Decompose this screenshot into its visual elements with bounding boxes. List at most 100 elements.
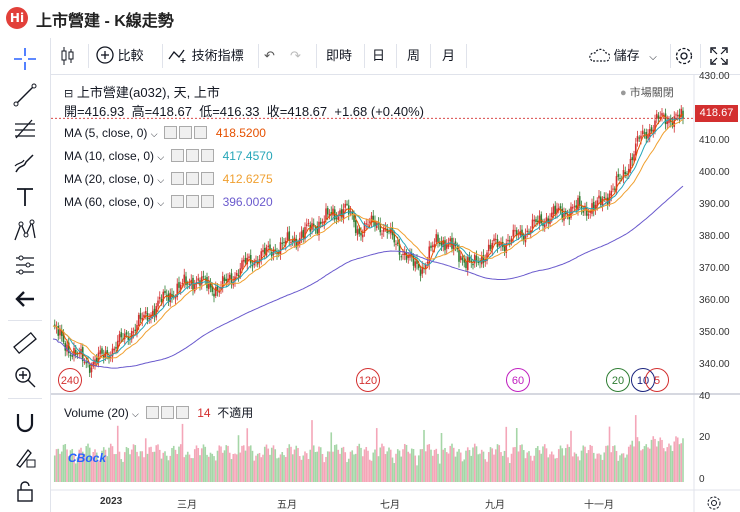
back-arrow-icon[interactable]: [12, 286, 38, 312]
toolbar-divider: [8, 398, 42, 399]
settings-button[interactable]: [674, 38, 696, 74]
candle-body: [148, 318, 151, 320]
chevron-down-icon[interactable]: ⌵: [157, 198, 165, 208]
price-chart[interactable]: [51, 75, 740, 512]
volume-bar: [519, 445, 522, 482]
pattern-icon[interactable]: [12, 218, 38, 244]
chevron-down-icon[interactable]: ⌵: [150, 129, 158, 139]
month-button[interactable]: 月: [442, 48, 456, 63]
candle-body: [319, 221, 322, 225]
candle-body: [510, 238, 513, 243]
ma-value: 412.6275: [222, 172, 273, 186]
fullscreen-button[interactable]: [710, 38, 732, 74]
zoom-in-icon[interactable]: [12, 364, 38, 390]
lock-icon[interactable]: [12, 478, 38, 504]
candle-body: [314, 227, 317, 229]
volume-bar: [150, 446, 152, 482]
week-button[interactable]: 周: [407, 48, 421, 63]
close-icon[interactable]: [194, 126, 208, 139]
gear-icon[interactable]: [185, 149, 199, 162]
candle-body: [295, 238, 298, 248]
eye-icon[interactable]: [170, 149, 184, 162]
candle-body: [113, 348, 116, 351]
close-icon[interactable]: [200, 195, 214, 208]
candle-body: [416, 259, 418, 264]
fullscreen-icon: [710, 47, 728, 65]
volume-bar: [335, 444, 338, 482]
redo-button[interactable]: ↷: [290, 38, 310, 74]
volume-bar: [87, 443, 89, 482]
axis-settings-icon[interactable]: [706, 495, 722, 511]
chevron-down-icon[interactable]: ⌵: [132, 409, 139, 419]
volume-bar: [174, 449, 177, 482]
volume-bar: [682, 438, 684, 482]
compare-button[interactable]: 比較: [96, 38, 158, 74]
candle-body: [337, 216, 340, 221]
candle-type-button[interactable]: [60, 38, 84, 74]
close-icon[interactable]: [200, 149, 214, 162]
volume-bar: [195, 445, 198, 482]
volume-bar: [652, 436, 655, 482]
volume-bar: [270, 447, 273, 482]
ruler-icon[interactable]: [12, 330, 38, 356]
trend-line-icon[interactable]: [12, 82, 38, 108]
chevron-down-icon[interactable]: ⌵: [157, 175, 165, 185]
prediction-icon[interactable]: [12, 252, 38, 278]
volume-bar: [678, 444, 681, 482]
candle-body: [494, 238, 497, 240]
lock-drawing-icon[interactable]: [12, 444, 38, 470]
candle-body: [237, 274, 240, 277]
price-axis-label: 350.00: [699, 327, 730, 338]
candle-body: [305, 224, 308, 227]
candle-body: [463, 259, 466, 263]
candle-body: [598, 195, 600, 199]
realtime-button[interactable]: 即時: [326, 48, 353, 63]
chevron-down-icon[interactable]: ⌵: [157, 152, 165, 162]
volume-bar: [290, 446, 292, 482]
eye-icon[interactable]: [164, 126, 178, 139]
candle-body: [132, 331, 135, 333]
gear-icon[interactable]: [185, 195, 199, 208]
gear-icon[interactable]: [160, 406, 174, 419]
close-icon[interactable]: [175, 406, 189, 419]
day-button[interactable]: 日: [372, 48, 386, 63]
volume-bar: [430, 449, 432, 482]
brush-icon[interactable]: [12, 150, 38, 176]
candle-body: [508, 240, 511, 242]
fib-tool-icon[interactable]: [12, 116, 38, 142]
volume-bar: [246, 428, 249, 482]
gear-icon[interactable]: [179, 126, 193, 139]
candle-body: [615, 176, 618, 191]
volume-bar: [596, 453, 599, 482]
volume-bar: [449, 445, 452, 482]
candle-body: [316, 226, 319, 234]
crosshair-icon[interactable]: [12, 46, 38, 72]
text-tool-icon[interactable]: [12, 184, 38, 210]
volume-bar: [445, 452, 448, 482]
candle-body: [349, 211, 352, 213]
toolbar-divider: [700, 44, 701, 68]
volume-bar: [389, 449, 392, 482]
eye-icon[interactable]: [170, 172, 184, 185]
time-axis-label: 九月: [485, 500, 505, 511]
close-icon[interactable]: [200, 172, 214, 185]
gear-icon[interactable]: [185, 172, 199, 185]
candle-body: [472, 263, 474, 266]
volume-bar: [557, 449, 560, 482]
volume-bar: [132, 444, 135, 482]
eye-icon[interactable]: [170, 195, 184, 208]
magnet-icon[interactable]: [12, 410, 38, 436]
eye-icon[interactable]: [145, 406, 159, 419]
volume-bar: [69, 450, 72, 482]
volume-bar: [631, 440, 634, 482]
candle-body: [519, 230, 522, 236]
undo-button[interactable]: ↶: [264, 38, 284, 74]
volume-bar: [95, 452, 98, 482]
volume-bar: [465, 450, 467, 482]
save-button[interactable]: 儲存 ⌵: [588, 38, 664, 74]
volume-bar: [636, 437, 639, 482]
indicators-button[interactable]: 技術指標: [168, 38, 258, 74]
collapse-icon[interactable]: ⊟: [64, 88, 74, 100]
candle-body: [307, 222, 310, 224]
volume-bar: [108, 447, 110, 482]
